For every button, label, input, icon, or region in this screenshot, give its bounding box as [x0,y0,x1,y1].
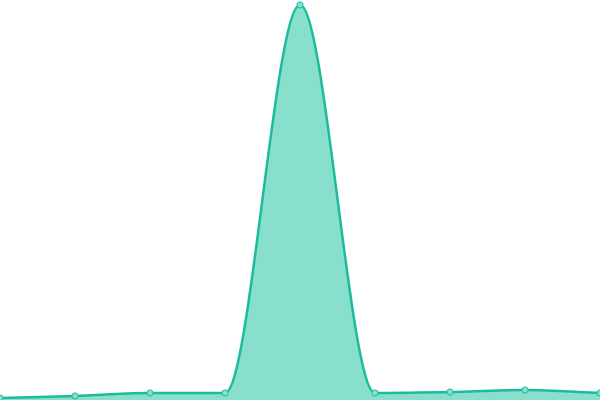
point [146,389,154,397]
point [446,388,454,396]
point [221,389,229,397]
point [71,392,79,400]
point [0,394,4,400]
point [371,389,379,397]
area [0,5,600,400]
point [596,389,600,397]
point [521,386,529,394]
point [296,1,304,9]
